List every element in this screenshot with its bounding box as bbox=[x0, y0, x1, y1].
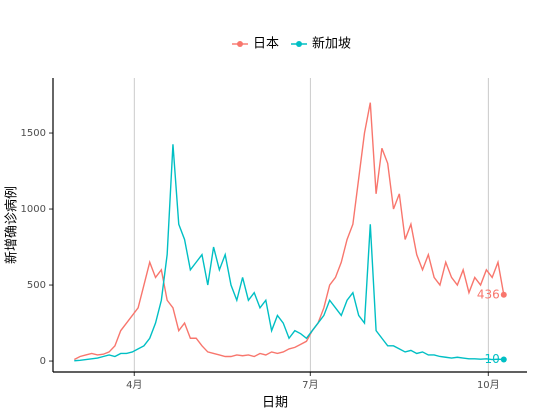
x-axis-label: 日期 bbox=[262, 396, 288, 411]
y-tick-label: 1500 bbox=[21, 128, 46, 139]
legend-swatch-point bbox=[237, 41, 243, 47]
y-tick-label: 0 bbox=[40, 356, 46, 367]
end-point bbox=[500, 291, 507, 298]
x-tick-label: 7月 bbox=[302, 379, 318, 391]
legend-label: 新加坡 bbox=[312, 36, 351, 52]
end-label: 10 bbox=[485, 352, 500, 366]
y-tick-label: 500 bbox=[27, 280, 46, 291]
y-axis-label: 新增确诊病例 bbox=[4, 186, 20, 264]
end-label: 436 bbox=[477, 287, 500, 301]
y-tick-label: 1000 bbox=[21, 204, 46, 215]
x-tick-label: 10月 bbox=[477, 379, 500, 391]
end-point bbox=[500, 356, 507, 363]
legend-swatch-point bbox=[296, 41, 303, 47]
legend-label: 日本 bbox=[253, 37, 279, 52]
series-line bbox=[74, 144, 504, 362]
x-tick-label: 4月 bbox=[126, 379, 142, 391]
series-line bbox=[73, 102, 505, 361]
